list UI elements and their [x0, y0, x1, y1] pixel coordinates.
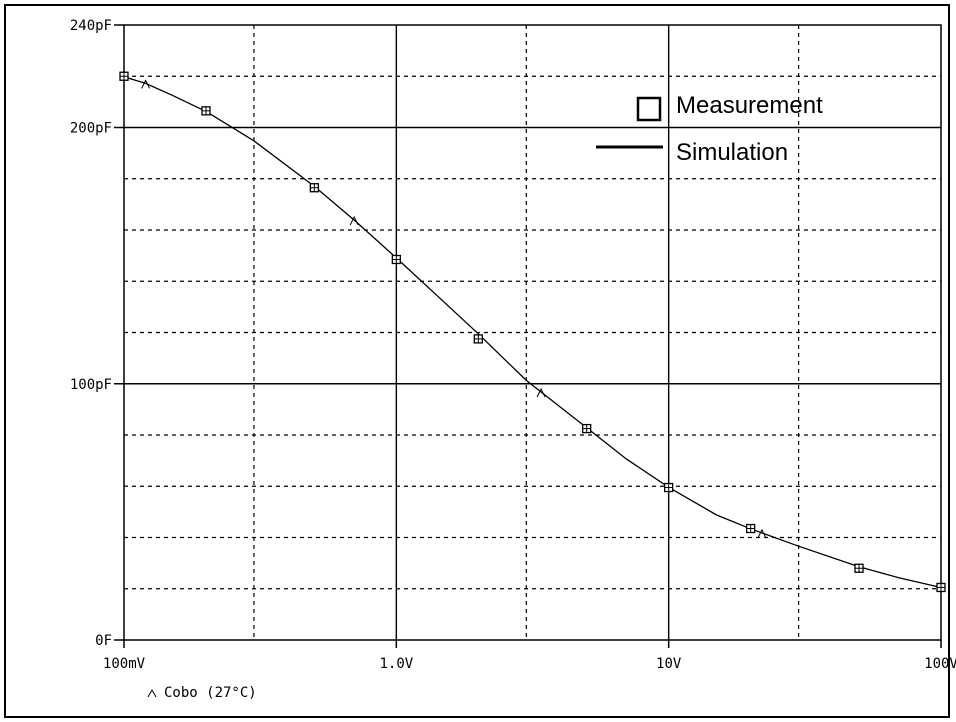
simulation-point	[536, 387, 546, 398]
y-tick-label: 200pF	[70, 121, 112, 137]
simulation-line	[123, 76, 942, 589]
simulation-point	[141, 79, 151, 89]
trace-symbol-icon	[147, 688, 157, 698]
x-tick-label: 10V	[656, 656, 682, 672]
y-tick-label: 240pF	[70, 18, 112, 34]
y-tick-label: 100pF	[70, 377, 112, 393]
legend-simulation-label: Simulation	[676, 139, 788, 166]
simulation-point	[349, 215, 359, 226]
x-tick-label: 100V	[924, 656, 956, 672]
simulation-point	[757, 528, 767, 539]
legend-measurement-label: Measurement	[676, 92, 823, 119]
legend-measurement-marker	[636, 96, 662, 122]
plot-area	[123, 24, 942, 641]
y-tick-label: 0F	[95, 633, 112, 649]
x-tick-label: 100mV	[103, 656, 146, 672]
x-tick-label: 1.0V	[379, 656, 413, 672]
trace-label: Cobo (27°C)	[164, 685, 257, 701]
chart-frame	[4, 4, 950, 718]
